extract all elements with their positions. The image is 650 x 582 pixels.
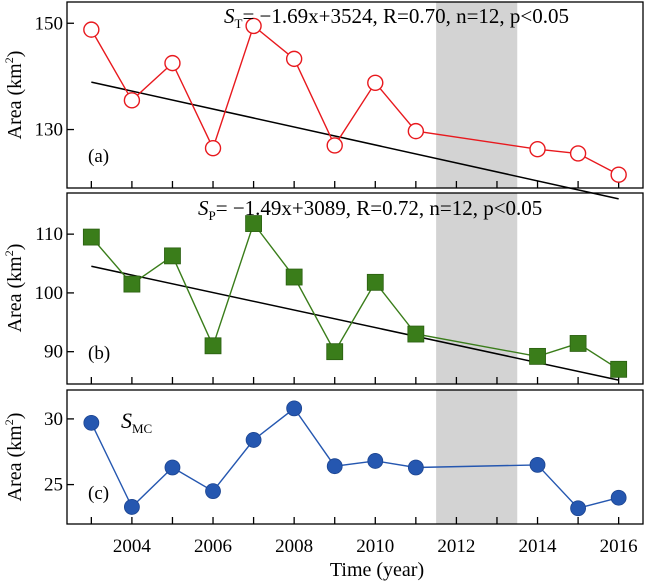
panel-label: (b) — [88, 343, 110, 364]
x-tick-labels: 2004 2006 2008 2010 2012 2014 2016 — [113, 536, 638, 557]
data-point — [367, 74, 384, 91]
data-point — [205, 483, 221, 500]
equation-annotation: ST= −1.69x+3524, R=0.70, n=12, p<0.05 — [224, 4, 569, 31]
data-point — [529, 456, 546, 473]
series-label: SMC — [121, 408, 152, 436]
data-point — [326, 343, 344, 361]
data-point — [529, 347, 546, 365]
panel-frame — [66, 389, 644, 525]
y-axis-label: Area (km2) — [2, 51, 26, 140]
data-gap-shading — [436, 390, 518, 524]
y-tick-label: 100 — [35, 283, 64, 304]
data-point — [204, 139, 222, 157]
x-ticks — [90, 181, 620, 188]
y-tick-label: 90 — [44, 342, 63, 363]
equation-annotation: SP= −1.49x+3089, R=0.72, n=12, p<0.05 — [198, 196, 542, 223]
x-tick-label: 2012 — [437, 536, 475, 557]
data-point — [610, 166, 627, 183]
data-point — [285, 268, 303, 286]
data-point — [326, 458, 343, 475]
data-point — [610, 360, 628, 378]
panel-label: (a) — [88, 146, 109, 167]
data-point — [123, 92, 141, 109]
data-gap-shading — [436, 193, 518, 384]
y-ticks: 25 30 — [44, 409, 74, 496]
x-tick-label: 2016 — [600, 536, 638, 557]
panel-a: 130 150 ST= −1.69x+3524, R=0.70, n=12, p<… — [2, 1, 644, 200]
series-line — [90, 222, 620, 370]
y-ticks: 90 100 110 — [35, 224, 74, 363]
y-axis-label: Area (km2) — [2, 413, 26, 502]
data-point — [285, 50, 303, 68]
data-point — [529, 141, 546, 158]
data-point — [164, 54, 181, 72]
x-ticks — [90, 517, 620, 524]
data-point — [245, 17, 262, 35]
y-ticks: 130 150 — [35, 13, 74, 141]
data-point — [407, 325, 425, 343]
data-point — [366, 273, 384, 291]
data-point — [286, 400, 303, 417]
x-ticks — [90, 377, 620, 384]
data-markers — [83, 17, 627, 183]
panel-label: (c) — [88, 483, 109, 504]
data-point — [245, 215, 262, 232]
data-point — [204, 337, 222, 355]
data-point — [83, 21, 100, 38]
panel-c: 25 30 SMC (c) Area (km2) 2004 2006 2008 2010… — [2, 389, 644, 581]
panel-frame — [66, 1, 644, 189]
series-line — [90, 407, 619, 509]
y-tick-label: 150 — [35, 13, 64, 34]
x-tick-label: 2008 — [275, 536, 313, 557]
data-point — [407, 459, 424, 476]
x-tick-label: 2004 — [113, 536, 152, 557]
data-markers — [82, 215, 628, 378]
x-tick-label: 2010 — [356, 536, 394, 557]
data-point — [164, 459, 181, 476]
data-point — [569, 335, 587, 352]
data-point — [123, 275, 141, 293]
data-point — [570, 500, 586, 517]
panel-b: 90 100 110 SP= −1.49x+3089, R=0.72, n=12, … — [2, 192, 644, 385]
x-tick-label: 2006 — [194, 536, 232, 557]
data-point — [83, 414, 100, 431]
data-point — [164, 247, 181, 265]
data-point — [82, 228, 100, 246]
x-axis-label: Time (year) — [330, 559, 424, 581]
data-point — [610, 489, 627, 506]
y-tick-label: 110 — [35, 224, 63, 245]
trend-line — [91, 81, 619, 200]
data-point — [326, 137, 343, 154]
x-tick-label: 2014 — [519, 536, 558, 557]
data-gap-shading — [436, 2, 518, 188]
y-tick-label: 30 — [44, 409, 63, 430]
y-tick-label: 130 — [35, 120, 64, 141]
data-point — [367, 453, 384, 469]
panel-frame — [66, 192, 644, 385]
data-markers — [83, 400, 627, 517]
y-tick-label: 25 — [44, 475, 63, 496]
data-point — [407, 122, 425, 140]
data-point — [245, 432, 262, 448]
data-point — [569, 145, 587, 162]
y-axis-label: Area (km2) — [2, 244, 26, 333]
data-point — [124, 499, 140, 515]
